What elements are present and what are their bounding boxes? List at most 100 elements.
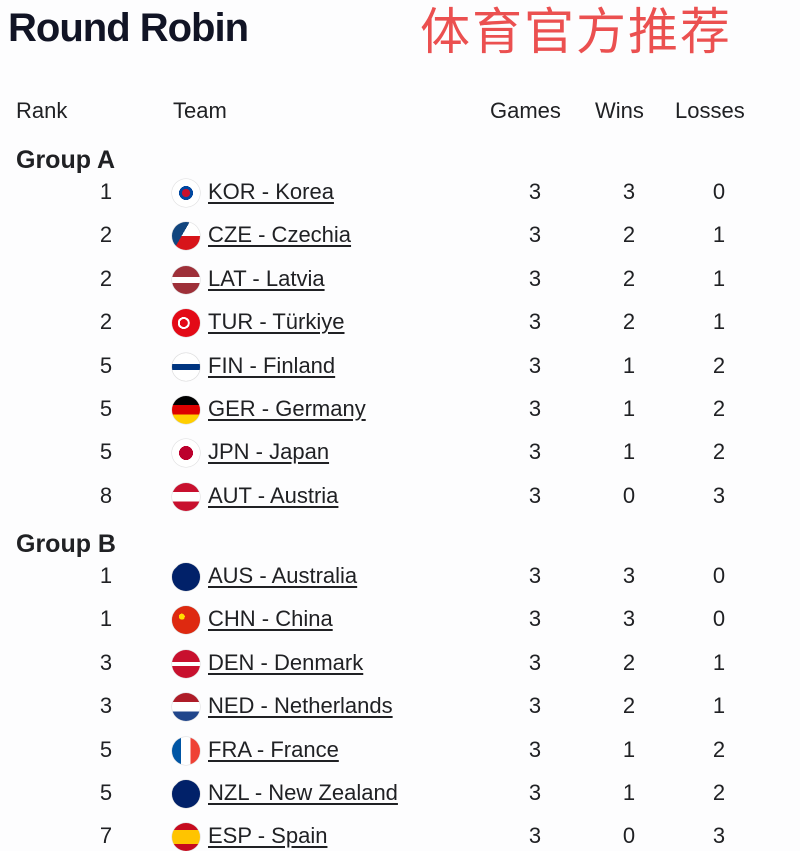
table-row: 5 FIN - Finland 3 1 2 — [0, 351, 800, 381]
rank-cell: 2 — [99, 265, 113, 291]
page-title: Round Robin — [8, 6, 249, 50]
new-zealand-flag-icon — [172, 780, 200, 808]
losses-cell: 1 — [712, 222, 726, 248]
table-row: 5 JPN - Japan 3 1 2 — [0, 437, 800, 468]
losses-cell: 1 — [712, 693, 726, 719]
losses-cell: 2 — [712, 780, 726, 805]
czechia-flag-icon — [172, 222, 200, 251]
team-link[interactable]: KOR - Korea — [208, 179, 334, 204]
wins-cell: 0 — [622, 482, 636, 508]
wins-cell: 2 — [622, 265, 636, 291]
rank-cell: 3 — [99, 649, 113, 675]
rank-cell: 5 — [99, 736, 113, 762]
rank-cell: 5 — [99, 439, 113, 465]
losses-cell: 1 — [712, 649, 726, 675]
table-row: 5 NZL - New Zealand 3 1 2 — [0, 778, 800, 808]
games-cell: 3 — [528, 439, 542, 465]
wins-cell: 3 — [622, 606, 636, 632]
team-link[interactable]: AUS - Australia — [208, 563, 358, 588]
team-link[interactable]: CHN - China — [208, 606, 333, 632]
rank-cell: 5 — [99, 352, 113, 378]
germany-flag-icon — [172, 396, 200, 424]
team-link[interactable]: LAT - Latvia — [208, 265, 325, 291]
losses-cell: 2 — [712, 352, 726, 378]
rank-cell: 7 — [99, 823, 113, 849]
team-link[interactable]: DEN - Denmark — [208, 649, 364, 675]
losses-cell: 0 — [712, 606, 726, 632]
spain-flag-icon — [172, 823, 200, 851]
rank-cell: 1 — [99, 563, 113, 588]
table-row: 5 FRA - France 3 1 2 — [0, 735, 800, 765]
table-row: 7 ESP - Spain 3 0 3 — [0, 821, 800, 851]
games-cell: 3 — [528, 179, 542, 204]
wins-cell: 3 — [622, 179, 636, 204]
wins-cell: 0 — [622, 823, 636, 849]
wins-cell: 1 — [622, 736, 636, 762]
games-cell: 3 — [528, 482, 542, 508]
rank-cell: 8 — [99, 482, 113, 508]
turkiye-flag-icon — [172, 309, 200, 338]
rank-cell: 1 — [99, 179, 113, 204]
team-link[interactable]: FRA - France — [208, 736, 339, 762]
games-cell: 3 — [528, 606, 542, 632]
wins-cell: 2 — [622, 222, 636, 248]
rank-cell: 5 — [99, 780, 113, 805]
rank-cell: 2 — [99, 309, 113, 335]
wins-cell: 3 — [622, 563, 636, 588]
group-header: Group A — [16, 146, 116, 174]
games-cell: 3 — [528, 352, 542, 378]
losses-cell: 2 — [712, 736, 726, 762]
table-row: 3 NED - Netherlands 3 2 1 — [0, 691, 800, 722]
wins-cell: 2 — [622, 309, 636, 335]
netherlands-flag-icon — [172, 693, 200, 722]
games-cell: 3 — [528, 563, 542, 588]
games-cell: 3 — [528, 309, 542, 335]
losses-cell: 3 — [712, 823, 726, 849]
china-flag-icon — [172, 606, 200, 635]
australia-flag-icon — [172, 563, 200, 591]
losses-cell: 0 — [712, 563, 726, 588]
team-link[interactable]: ESP - Spain — [208, 823, 328, 849]
team-link[interactable]: AUT - Austria — [208, 482, 339, 508]
table-row: 2 TUR - Türkiye 3 2 1 — [0, 307, 800, 338]
team-link[interactable]: FIN - Finland — [208, 352, 336, 378]
table-row: 8 AUT - Austria 3 0 3 — [0, 481, 800, 511]
header-rank: Rank — [16, 98, 68, 123]
team-link[interactable]: NZL - New Zealand — [208, 780, 398, 805]
japan-flag-icon — [172, 439, 200, 468]
latvia-flag-icon — [172, 265, 200, 294]
wins-cell: 1 — [622, 352, 636, 378]
games-cell: 3 — [528, 396, 542, 421]
games-cell: 3 — [528, 780, 542, 805]
header-wins: Wins — [595, 98, 644, 123]
losses-cell: 2 — [712, 396, 726, 421]
team-link[interactable]: JPN - Japan — [208, 439, 330, 465]
games-cell: 3 — [528, 736, 542, 762]
group-header: Group B — [16, 530, 116, 558]
header-team: Team — [173, 98, 227, 123]
losses-cell: 1 — [712, 309, 726, 335]
wins-cell: 1 — [622, 780, 636, 805]
table-row: 5 GER - Germany 3 1 2 — [0, 394, 800, 424]
games-cell: 3 — [528, 823, 542, 849]
games-cell: 3 — [528, 222, 542, 248]
table-row: 1 AUS - Australia 3 3 0 — [0, 561, 800, 591]
wins-cell: 2 — [622, 693, 636, 719]
games-cell: 3 — [528, 693, 542, 719]
watermark: 体育官方推荐 — [420, 3, 732, 61]
rank-cell: 3 — [99, 693, 113, 719]
table-row: 1 KOR - Korea 3 3 0 — [0, 177, 800, 207]
losses-cell: 3 — [712, 482, 726, 508]
austria-flag-icon — [172, 482, 200, 511]
team-link[interactable]: GER - Germany — [208, 396, 366, 421]
denmark-flag-icon — [172, 649, 200, 678]
rank-cell: 5 — [99, 396, 113, 421]
team-link[interactable]: NED - Netherlands — [208, 693, 393, 719]
wins-cell: 1 — [622, 396, 636, 421]
rank-cell: 1 — [99, 606, 113, 632]
team-link[interactable]: TUR - Türkiye — [208, 309, 345, 335]
team-link[interactable]: CZE - Czechia — [208, 222, 352, 248]
rank-cell: 2 — [99, 222, 113, 248]
losses-cell: 2 — [712, 439, 726, 465]
games-cell: 3 — [528, 649, 542, 675]
